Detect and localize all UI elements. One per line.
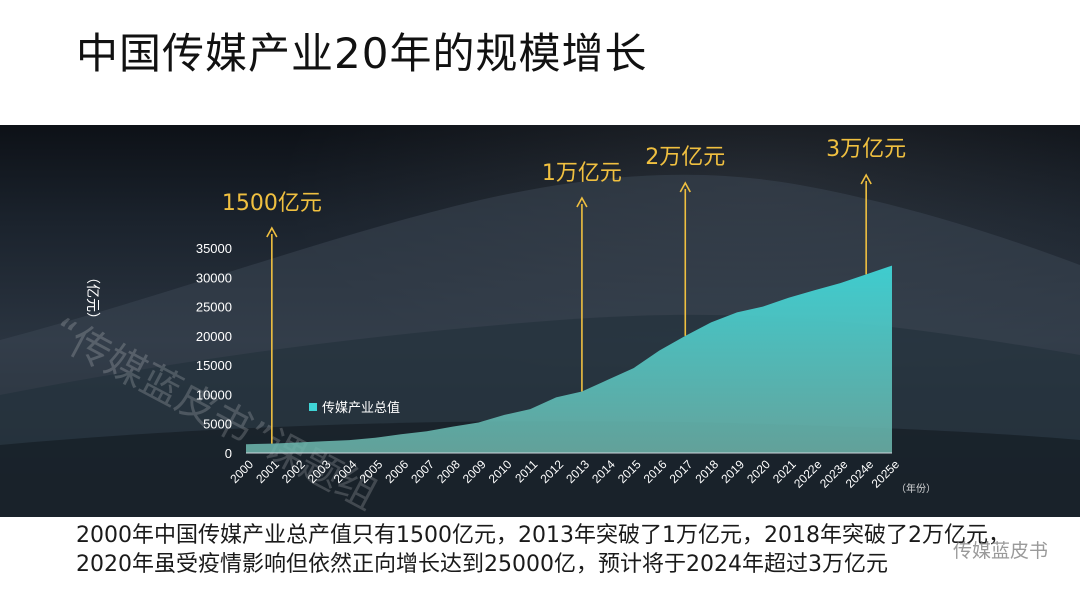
page-title: 中国传媒产业20年的规模增长: [76, 29, 648, 78]
x-tick-label: 2018: [692, 457, 721, 486]
x-tick-label: 2007: [408, 457, 437, 486]
x-tick-label: 2012: [537, 457, 566, 486]
annotation-arrowhead-icon: [860, 173, 872, 185]
x-tick-label: 2020: [744, 457, 773, 486]
y-axis-label: （亿元）: [84, 270, 100, 326]
x-tick-label: 2005: [357, 457, 386, 486]
annotation-label: 1500亿元: [222, 191, 322, 216]
y-tick-label: 10000: [196, 387, 232, 402]
x-tick-label: 2000: [227, 457, 256, 486]
x-tick-label: 2022e: [791, 457, 825, 491]
annotation-label: 2万亿元: [645, 145, 725, 170]
caption-text: 2000年中国传媒产业总产值只有1500亿元，2013年突破了1万亿元，2018…: [76, 523, 1010, 577]
y-tick-label: 30000: [196, 270, 232, 285]
x-tick-label: 2019: [718, 457, 747, 486]
annotation-arrowhead-icon: [679, 181, 691, 193]
x-tick-label: 2017: [667, 457, 696, 486]
legend-swatch: [309, 403, 317, 411]
x-tick-label: 2024e: [843, 457, 877, 491]
y-tick-label: 5000: [203, 417, 232, 432]
x-tick-label: 2001: [253, 457, 282, 486]
x-tick-label: 2009: [460, 457, 489, 486]
x-tick-label: 2002: [279, 457, 308, 486]
x-tick-label: 2010: [486, 457, 515, 486]
y-tick-label: 15000: [196, 358, 232, 373]
x-tick-label: 2006: [382, 457, 411, 486]
y-tick-label: 20000: [196, 329, 232, 344]
x-axis-label: （年份）: [896, 482, 936, 495]
annotation-arrowhead-icon: [266, 226, 278, 238]
x-tick-label: 2014: [589, 457, 618, 486]
x-tick-label: 2008: [434, 457, 463, 486]
x-tick-label: 2004: [331, 457, 360, 486]
annotation-label: 3万亿元: [826, 137, 906, 162]
annotation-arrowhead-icon: [576, 196, 588, 208]
x-tick-label: 2011: [512, 457, 540, 485]
x-tick-label: 2016: [641, 457, 670, 486]
corner-watermark: 传媒蓝皮书: [952, 540, 1048, 562]
x-tick-label: 2023e: [817, 457, 851, 491]
x-tick-label: 2003: [305, 457, 334, 486]
annotation-label: 1万亿元: [542, 161, 622, 186]
y-tick-label: 25000: [196, 300, 232, 315]
legend-label: 传媒产业总值: [322, 400, 400, 416]
x-tick-label: 2015: [615, 457, 644, 486]
x-tick-label: 2013: [563, 457, 592, 486]
y-tick-label: 35000: [196, 241, 232, 256]
y-tick-label: 0: [225, 446, 232, 461]
series-area-传媒产业总值: [246, 265, 892, 453]
